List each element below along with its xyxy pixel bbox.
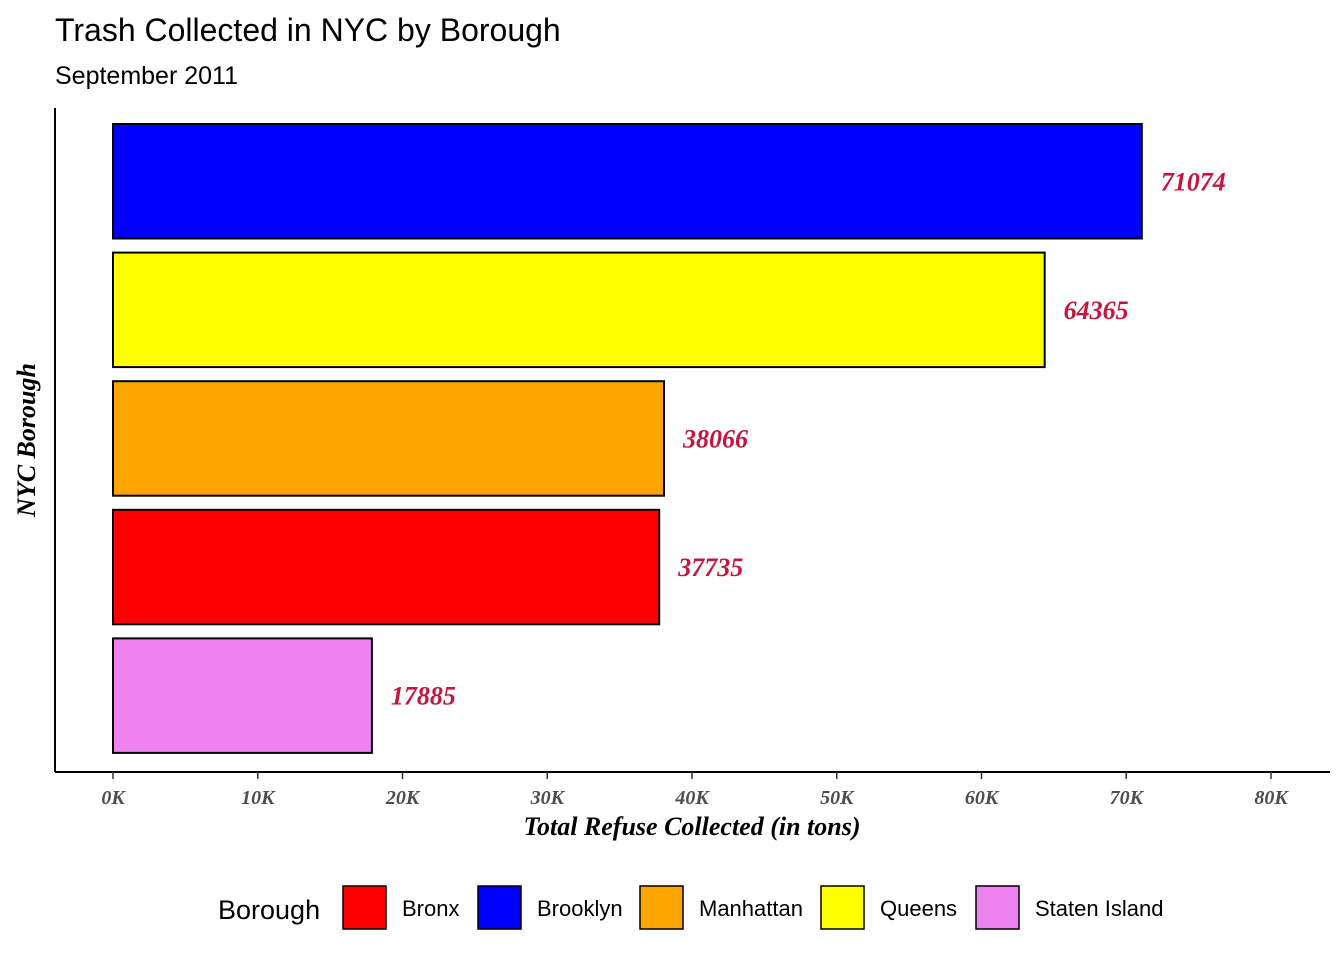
chart-title: Trash Collected in NYC by Borough	[55, 12, 561, 48]
bars-layer	[112, 123, 1143, 754]
bar-brooklyn	[112, 123, 1143, 240]
x-tick-label: 0K	[101, 787, 126, 809]
x-tick-label: 10K	[241, 787, 276, 809]
legend-key-bronx	[342, 885, 387, 930]
legend-label-bronx: Bronx	[402, 896, 459, 921]
x-tick-label: 60K	[965, 787, 1000, 809]
y-axis-title: NYC Borough	[12, 363, 41, 518]
legend-key-manhattan	[639, 885, 684, 930]
x-tick-label: 20K	[385, 787, 421, 809]
bar-queens	[112, 251, 1046, 369]
bar-staten-island	[112, 637, 373, 754]
x-tick-label: 40K	[674, 787, 710, 809]
legend-label-staten-island: Staten Island	[1035, 896, 1163, 921]
value-label-staten-island: 17885	[391, 682, 456, 711]
chart-subtitle: September 2011	[55, 62, 238, 90]
bar-manhattan	[112, 380, 666, 497]
value-label-brooklyn: 71074	[1161, 167, 1226, 196]
legend-label-brooklyn: Brooklyn	[537, 896, 623, 921]
legend-key-brooklyn	[477, 885, 522, 930]
x-tick-label: 30K	[530, 787, 566, 809]
x-tick-label: 80K	[1254, 787, 1289, 809]
value-label-queens: 64365	[1064, 296, 1129, 325]
value-labels-layer: 71074 64365 38066 37735 17885	[391, 167, 1226, 710]
legend-title: Borough	[218, 895, 320, 925]
value-label-bronx: 37735	[677, 553, 743, 582]
bar-bronx	[112, 508, 661, 626]
legend-key-staten-island	[975, 885, 1020, 930]
x-tick-label: 70K	[1110, 787, 1145, 809]
legend: Borough Bronx Brooklyn Manhattan Queens Stat…	[218, 885, 1163, 930]
x-axis-title: Total Refuse Collected (in tons)	[523, 812, 860, 841]
legend-key-queens	[820, 885, 865, 930]
value-label-manhattan: 38066	[682, 424, 748, 453]
x-ticks-layer: 0K 10K 20K 30K 40K 50K 60K 70K 80K	[101, 772, 1289, 809]
x-tick-label: 50K	[820, 787, 855, 809]
legend-label-manhattan: Manhattan	[699, 896, 803, 921]
legend-label-queens: Queens	[880, 896, 957, 921]
